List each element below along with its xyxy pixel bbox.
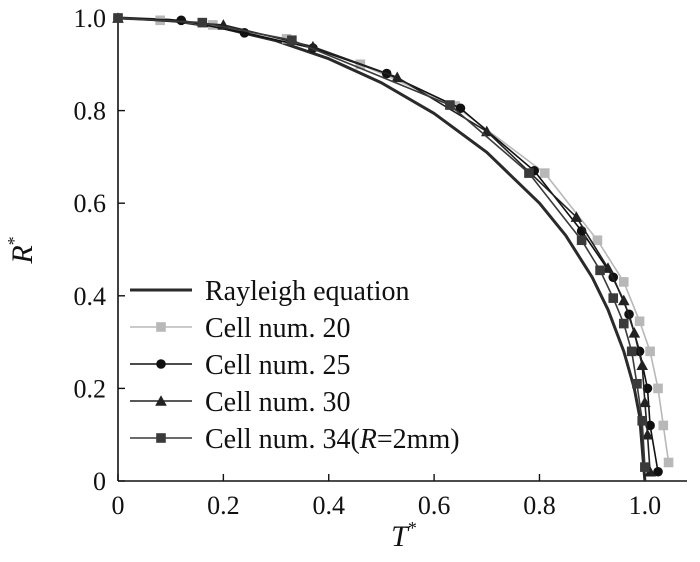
data-point (287, 35, 297, 46)
y-tick-label: 1.0 (74, 4, 107, 33)
legend-entry: Cell num. 34(R=2mm) (130, 424, 460, 455)
x-tick-label: 0 (112, 491, 125, 520)
legend-swatch-marker (156, 359, 166, 369)
data-point (176, 15, 187, 26)
legend-swatch-marker (156, 322, 166, 332)
data-point (197, 17, 208, 28)
legend-label-part: Rayleigh equation (205, 276, 410, 307)
legend-label: Cell num. 30 (205, 387, 350, 418)
legend-label-part: R (359, 424, 377, 455)
x-axis-title-superscript: * (408, 518, 417, 538)
x-tick-label: 0.4 (312, 491, 345, 520)
legend-label: Cell num. 34(R=2mm) (205, 424, 460, 455)
legend: Rayleigh equation Cell num. 20 Cell num. 2… (130, 276, 460, 455)
data-point (602, 262, 614, 273)
data-point (663, 457, 674, 468)
data-point (576, 235, 587, 246)
legend-label-part: Cell num. 34( (205, 424, 360, 455)
data-point (307, 40, 319, 52)
data-point (592, 235, 603, 246)
data-point (639, 396, 651, 408)
legend-label: Cell num. 25 (205, 350, 350, 381)
data-point (636, 359, 649, 371)
data-point (637, 416, 648, 426)
series-0 (117, 16, 647, 482)
x-tick-label: 0.8 (523, 491, 556, 520)
y-axis-title: R* (4, 236, 39, 264)
data-point (570, 211, 583, 222)
y-tick-label: 0.2 (74, 374, 107, 403)
y-axis-title-group: R* (4, 236, 39, 264)
x-axis-title: T* (391, 518, 417, 553)
y-tick-label: 0 (93, 467, 106, 496)
y-tick-label: 0.4 (74, 282, 107, 311)
data-point (641, 428, 654, 440)
data-point (539, 168, 550, 178)
series-line (117, 17, 646, 468)
data-point (644, 465, 656, 477)
legend-entry: Cell num. 20 (130, 313, 350, 344)
data-point (642, 383, 653, 394)
legend-label: Cell num. 20 (205, 313, 350, 344)
legend-label: Rayleigh equation (205, 276, 410, 307)
data-point (618, 318, 629, 329)
legend-entry: Cell num. 25 (130, 350, 350, 381)
series-line (117, 17, 659, 472)
data-point (645, 346, 655, 357)
data-point (640, 462, 650, 472)
data-point (628, 327, 641, 338)
data-point (455, 103, 466, 114)
legend-swatch-marker (156, 433, 166, 443)
series-3 (112, 12, 656, 477)
data-point (634, 316, 645, 327)
legend-label-part: Cell num. 30 (205, 387, 350, 418)
data-point (524, 168, 534, 178)
data-point (595, 265, 605, 276)
data-point (626, 346, 637, 357)
legend-entry: Rayleigh equation (130, 276, 410, 307)
data-point (617, 294, 630, 306)
data-point (608, 293, 619, 303)
legend-swatch-marker (155, 395, 167, 406)
plot-area: 00.20.40.60.81.00 0.2 0.4 0.6 0.8 1.0T*R* (4, 4, 687, 553)
series-line (117, 16, 647, 482)
data-point (445, 100, 455, 110)
x-tick-label: 0.2 (207, 491, 240, 520)
data-point (618, 277, 629, 287)
y-axis-title-superscript: * (4, 236, 24, 245)
series-4 (113, 13, 650, 472)
data-point (653, 383, 663, 394)
y-tick-label: 0.8 (74, 97, 107, 126)
x-tick-label: 1.0 (629, 491, 662, 520)
data-point (632, 378, 642, 389)
legend-label-part: Cell num. 25 (205, 350, 350, 381)
data-point (653, 466, 663, 477)
data-point (391, 71, 404, 83)
legend-label-part: Cell num. 20 (205, 313, 350, 344)
y-tick-label: 0.6 (74, 189, 107, 218)
legend-label-part: =2mm) (377, 424, 460, 455)
x-tick-label: 0.6 (418, 491, 451, 520)
data-point (113, 13, 123, 23)
legend-entry: Cell num. 30 (130, 387, 350, 418)
data-point (658, 420, 669, 431)
